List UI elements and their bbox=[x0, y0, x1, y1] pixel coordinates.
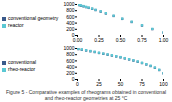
svg-text:1000: 1000 bbox=[63, 1, 74, 7]
svg-text:400: 400 bbox=[66, 64, 75, 70]
html-text:Figure 5 - Comparative example: Figure 5 - Comparative examples of rheog… bbox=[6, 89, 166, 101]
svg-text:0.00: 0.00 bbox=[73, 37, 83, 43]
html-text:rheo-reactor: rheo-reactor bbox=[8, 66, 36, 72]
svg-text:800: 800 bbox=[66, 7, 75, 13]
svg-text:50: 50 bbox=[118, 81, 124, 87]
svg-text:25: 25 bbox=[96, 81, 102, 87]
svg-text:1000: 1000 bbox=[63, 45, 74, 51]
svg-text:0.25: 0.25 bbox=[94, 37, 104, 43]
svg-text:0.50: 0.50 bbox=[116, 37, 126, 43]
html-text:reactor: reactor bbox=[8, 22, 24, 28]
svg-text:1.00: 1.00 bbox=[159, 37, 169, 43]
svg-text:100: 100 bbox=[159, 81, 168, 87]
html-text:conventional: conventional bbox=[8, 59, 37, 65]
svg-text:400: 400 bbox=[66, 20, 75, 26]
svg-text:200: 200 bbox=[66, 26, 75, 32]
svg-text:800: 800 bbox=[66, 51, 75, 57]
svg-text:0: 0 bbox=[71, 32, 75, 39]
svg-text:600: 600 bbox=[66, 58, 75, 64]
html-text:conventional geometry: conventional geometry bbox=[8, 15, 59, 21]
svg-text:0: 0 bbox=[72, 76, 75, 82]
svg-text:0: 0 bbox=[76, 81, 79, 87]
svg-text:600: 600 bbox=[66, 14, 75, 20]
svg-text:200: 200 bbox=[66, 70, 75, 76]
svg-text:75: 75 bbox=[139, 81, 145, 87]
svg-text:0.75: 0.75 bbox=[137, 37, 147, 43]
